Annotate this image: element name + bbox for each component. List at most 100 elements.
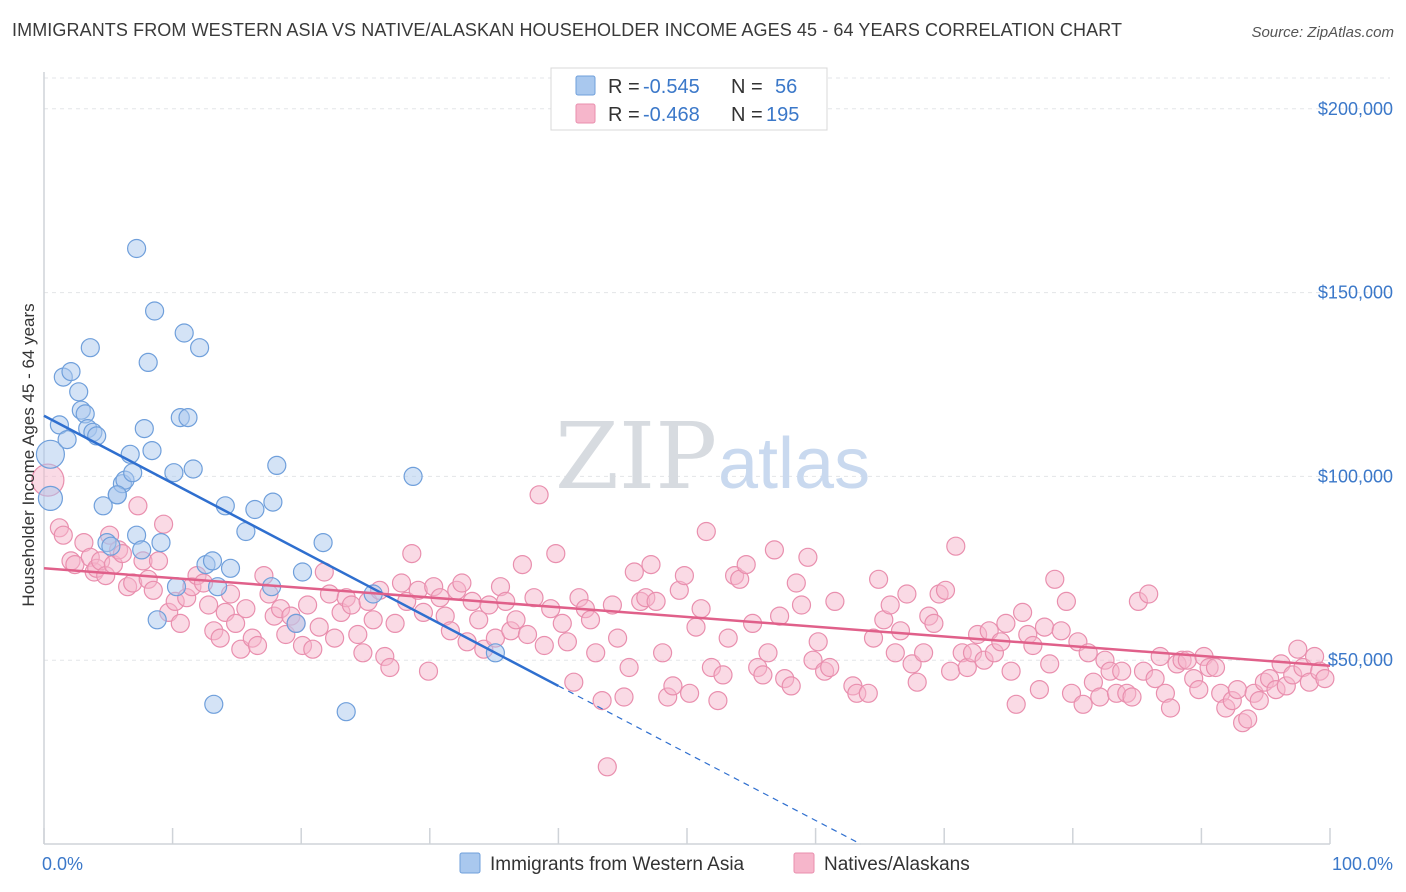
point-natives-alaskans xyxy=(143,580,163,600)
series-legend-label-pink: Natives/Alaskans xyxy=(824,854,970,875)
point-natives-alaskans xyxy=(1249,690,1269,711)
chart-title: IMMIGRANTS FROM WESTERN ASIA VS NATIVE/A… xyxy=(12,20,1123,40)
point-immigrants-western-asia xyxy=(69,382,89,402)
point-natives-alaskans xyxy=(646,591,666,612)
point-immigrants-western-asia xyxy=(204,694,224,714)
point-immigrants-western-asia xyxy=(147,610,167,630)
point-immigrants-western-asia xyxy=(35,439,66,469)
point-natives-alaskans xyxy=(506,610,526,630)
point-natives-alaskans xyxy=(418,661,439,681)
point-immigrants-western-asia xyxy=(93,496,113,516)
point-natives-alaskans xyxy=(753,665,773,685)
point-natives-alaskans xyxy=(691,599,711,619)
point-natives-alaskans xyxy=(353,643,373,663)
point-natives-alaskans xyxy=(53,525,73,545)
point-natives-alaskans xyxy=(736,554,756,575)
point-immigrants-western-asia xyxy=(166,577,187,597)
series-legend-swatch-blue xyxy=(459,852,481,874)
point-natives-alaskans xyxy=(363,610,383,630)
point-natives-alaskans xyxy=(786,573,806,593)
source-label: Source: ZipAtlas.com xyxy=(1251,24,1394,41)
point-natives-alaskans xyxy=(303,639,323,659)
point-natives-alaskans xyxy=(652,643,673,663)
y-tick-label: $150,000 xyxy=(1318,283,1393,303)
point-natives-alaskans xyxy=(1073,694,1093,714)
series-legend-swatch-pink xyxy=(793,852,815,874)
point-natives-alaskans xyxy=(924,613,944,634)
y-axis-label: Householder Income Ages 45 - 64 years xyxy=(19,303,38,606)
legend-n-value-2: 195 xyxy=(766,104,799,126)
point-immigrants-western-asia xyxy=(107,485,127,505)
point-natives-alaskans xyxy=(210,628,230,648)
x-tick-label: 100.0% xyxy=(1332,854,1393,874)
point-natives-alaskans xyxy=(580,610,601,630)
point-natives-alaskans xyxy=(718,628,738,648)
point-immigrants-western-asia xyxy=(151,532,171,553)
trend-line-blue xyxy=(43,414,559,688)
series-immigrants-western-asia xyxy=(35,238,505,722)
watermark-atlas: atlas xyxy=(718,424,870,504)
point-immigrants-western-asia xyxy=(190,338,210,358)
point-natives-alaskans xyxy=(469,610,489,630)
point-natives-alaskans xyxy=(641,554,661,575)
point-natives-alaskans xyxy=(529,485,549,505)
point-natives-alaskans xyxy=(890,621,911,641)
point-natives-alaskans xyxy=(1288,639,1308,659)
point-natives-alaskans xyxy=(391,573,412,593)
point-natives-alaskans xyxy=(803,650,823,670)
point-natives-alaskans xyxy=(663,676,683,696)
legend-swatch-blue xyxy=(575,75,596,96)
point-immigrants-western-asia xyxy=(142,441,162,461)
point-natives-alaskans xyxy=(1090,687,1110,707)
point-natives-alaskans xyxy=(128,496,148,516)
point-immigrants-western-asia xyxy=(134,419,154,439)
point-immigrants-western-asia xyxy=(403,466,423,486)
point-natives-alaskans xyxy=(226,613,246,634)
point-natives-alaskans xyxy=(1040,654,1060,674)
point-natives-alaskans xyxy=(1150,646,1170,667)
point-natives-alaskans xyxy=(309,617,329,637)
point-natives-alaskans xyxy=(686,617,706,637)
point-natives-alaskans xyxy=(524,588,544,608)
point-immigrants-western-asia xyxy=(127,238,147,259)
point-immigrants-western-asia xyxy=(220,558,241,578)
point-natives-alaskans xyxy=(1139,584,1159,604)
point-natives-alaskans xyxy=(592,690,612,711)
point-natives-alaskans xyxy=(1160,698,1181,718)
legend-r-value-2: -0.468 xyxy=(643,104,700,126)
y-tick-label: $200,000 xyxy=(1318,99,1393,119)
point-natives-alaskans xyxy=(1023,635,1043,656)
point-natives-alaskans xyxy=(940,661,961,681)
point-immigrants-western-asia xyxy=(286,613,306,634)
point-natives-alaskans xyxy=(868,569,889,589)
point-natives-alaskans xyxy=(586,643,606,663)
point-natives-alaskans xyxy=(546,543,566,564)
point-natives-alaskans xyxy=(614,687,634,707)
point-immigrants-western-asia xyxy=(164,463,184,483)
point-natives-alaskans xyxy=(1145,668,1165,689)
point-natives-alaskans xyxy=(996,613,1016,634)
y-tick-labels: $50,000 $100,000 $150,000 $200,000 xyxy=(1318,99,1393,670)
point-natives-alaskans xyxy=(885,643,905,663)
point-immigrants-western-asia xyxy=(183,459,203,479)
watermark: ZIP atlas xyxy=(555,403,870,510)
point-natives-alaskans xyxy=(348,624,368,645)
legend-n-value-1: 56 xyxy=(775,76,797,98)
point-natives-alaskans xyxy=(325,628,345,648)
point-immigrants-western-asia xyxy=(57,430,77,450)
point-natives-alaskans xyxy=(791,595,812,615)
point-natives-alaskans xyxy=(1315,668,1335,689)
point-natives-alaskans xyxy=(341,595,361,615)
legend-r-label-1: R = xyxy=(608,76,640,98)
point-immigrants-western-asia xyxy=(267,455,287,475)
point-natives-alaskans xyxy=(1045,569,1065,589)
point-natives-alaskans xyxy=(534,635,554,656)
point-natives-alaskans xyxy=(154,514,174,534)
point-natives-alaskans xyxy=(402,543,422,564)
point-natives-alaskans xyxy=(602,595,623,615)
y-tick-label: $100,000 xyxy=(1318,466,1393,486)
point-natives-alaskans xyxy=(298,595,318,615)
y-tick-label: $50,000 xyxy=(1328,650,1393,670)
point-immigrants-western-asia xyxy=(101,536,121,556)
point-natives-alaskans xyxy=(1051,621,1071,641)
